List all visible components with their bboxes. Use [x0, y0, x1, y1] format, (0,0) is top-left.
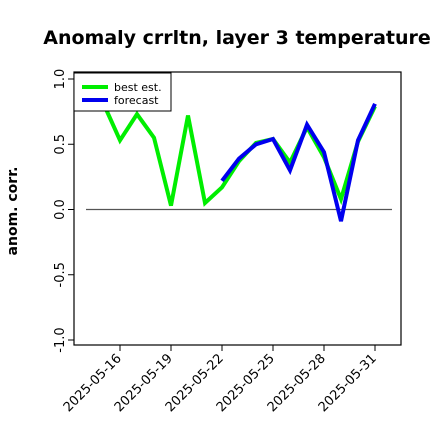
legend: best est.forecast: [73, 72, 172, 112]
y-tick-label: -0.5: [53, 262, 68, 287]
series-line-forecast: [220, 102, 377, 222]
legend-label-forecast: forecast: [114, 94, 159, 107]
y-tick-label: 0.0: [53, 199, 68, 220]
plot-area: -1.0-0.50.00.51.02025-05-162025-05-19202…: [53, 69, 402, 415]
legend-box: [73, 72, 172, 112]
y-tick-label: 1.0: [53, 69, 68, 90]
y-axis-label: anom. corr.: [5, 167, 21, 256]
y-tick-label: 0.5: [53, 134, 68, 155]
plot-border: [73, 71, 402, 346]
chart-title: Anomaly crrltn, layer 3 temperature: [43, 27, 431, 49]
y-tick-label: -1.0: [53, 327, 68, 352]
legend-label-best-estimate: best est.: [114, 81, 162, 94]
